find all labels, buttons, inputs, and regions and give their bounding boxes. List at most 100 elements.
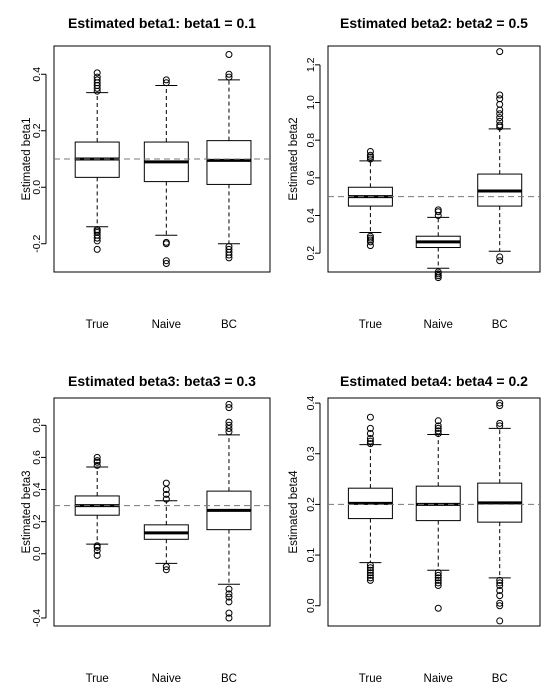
outlier-point bbox=[225, 418, 233, 426]
y-tick-label: 0.6 bbox=[31, 450, 43, 465]
outlier-point bbox=[496, 95, 504, 103]
outlier-point bbox=[93, 551, 101, 559]
outlier-point bbox=[225, 70, 233, 78]
outlier-point bbox=[496, 91, 504, 99]
outlier-point bbox=[162, 260, 170, 268]
outlier-point bbox=[434, 270, 442, 278]
chart-title: Estimated beta4: beta4 = 0.2 bbox=[340, 373, 528, 389]
y-tick-label: 0.2 bbox=[305, 497, 317, 512]
outlier-point bbox=[496, 579, 504, 587]
x-category-label: True bbox=[86, 673, 109, 685]
outlier-point bbox=[162, 563, 170, 571]
outlier-point bbox=[225, 73, 233, 81]
outlier-point bbox=[93, 453, 101, 461]
outlier-point bbox=[162, 479, 170, 487]
x-category-label: BC bbox=[492, 673, 508, 685]
outlier-point bbox=[434, 569, 442, 577]
outlier-point bbox=[366, 147, 374, 155]
outlier-point bbox=[225, 245, 233, 253]
box-naive bbox=[143, 76, 189, 268]
outlier-point bbox=[162, 495, 170, 503]
x-category-label: Naive bbox=[152, 319, 181, 331]
x-category-label: Naive bbox=[424, 319, 453, 331]
outlier-point bbox=[366, 566, 374, 574]
outlier-point bbox=[93, 461, 101, 469]
chart-title: Estimated beta2: beta2 = 0.5 bbox=[340, 15, 528, 31]
outlier-point bbox=[162, 79, 170, 87]
outlier-point bbox=[366, 571, 374, 579]
outlier-point bbox=[434, 574, 442, 582]
outlier-point bbox=[496, 121, 504, 129]
outlier-point bbox=[93, 73, 101, 81]
outlier-point bbox=[366, 440, 374, 448]
outlier-point bbox=[434, 576, 442, 584]
y-axis-title: Estimated beta2 bbox=[288, 117, 300, 200]
outlier-point bbox=[225, 598, 233, 606]
outlier-point bbox=[434, 579, 442, 587]
box-bc bbox=[477, 48, 523, 265]
outlier-point bbox=[496, 419, 504, 427]
y-tick-label: 0.4 bbox=[305, 208, 317, 223]
outlier-point bbox=[496, 587, 504, 595]
y-tick-label: 0.3 bbox=[305, 446, 317, 461]
plot-frame bbox=[327, 45, 541, 273]
outlier-point bbox=[434, 604, 442, 612]
chart-title: Estimated beta3: beta3 = 0.3 bbox=[68, 373, 256, 389]
y-tick-label: 0.0 bbox=[305, 598, 317, 613]
outlier-point bbox=[366, 424, 374, 432]
outlier-point bbox=[434, 272, 442, 280]
y-axis-title: Estimated beta3 bbox=[21, 470, 33, 553]
outlier-point bbox=[434, 268, 442, 276]
y-tick-label: 0.8 bbox=[305, 133, 317, 148]
outlier-point bbox=[93, 245, 101, 253]
y-tick-label: 1.2 bbox=[305, 57, 317, 72]
x-category-label: True bbox=[359, 319, 382, 331]
outlier-point bbox=[366, 561, 374, 569]
y-tick-label: 0.6 bbox=[305, 170, 317, 185]
outlier-point bbox=[366, 429, 374, 437]
chart-title: Estimated beta1: beta1 = 0.1 bbox=[68, 15, 256, 31]
outlier-point bbox=[366, 437, 374, 445]
outlier-point bbox=[225, 421, 233, 429]
box-naive bbox=[143, 479, 189, 574]
outlier-point bbox=[496, 602, 504, 610]
chart-panel-4: Estimated beta4: beta4 = 0.2 0.0 0.1 0.2 0.3… bbox=[288, 373, 541, 685]
plot-frame bbox=[53, 397, 271, 627]
y-tick-label: -0.4 bbox=[31, 609, 43, 627]
outlier-point bbox=[162, 257, 170, 265]
outlier-point bbox=[93, 69, 101, 77]
outlier-point bbox=[496, 422, 504, 430]
outlier-point bbox=[496, 110, 504, 118]
outlier-point bbox=[225, 404, 233, 412]
outlier-point bbox=[225, 593, 233, 601]
y-axis-title: Estimated beta4 bbox=[288, 470, 300, 554]
outlier-point bbox=[434, 427, 442, 435]
x-category-label: BC bbox=[221, 319, 237, 331]
outlier-point bbox=[93, 226, 101, 234]
outlier-point bbox=[225, 590, 233, 598]
plot-frame bbox=[327, 397, 541, 627]
outlier-point bbox=[366, 413, 374, 421]
outlier-point bbox=[496, 592, 504, 600]
outlier-point bbox=[366, 574, 374, 582]
box-bc bbox=[477, 399, 523, 625]
outlier-point bbox=[496, 117, 504, 125]
outlier-point bbox=[162, 238, 170, 246]
outlier-point bbox=[225, 400, 233, 408]
outlier-point bbox=[162, 566, 170, 574]
outlier-point bbox=[496, 114, 504, 122]
outlier-point bbox=[434, 422, 442, 430]
box-true bbox=[347, 147, 393, 250]
box-bc bbox=[206, 50, 252, 262]
chart-panel-2: Estimated beta2: beta2 = 0.5 0.2 0.4 0.6 0.8… bbox=[288, 15, 541, 331]
outlier-point bbox=[225, 243, 233, 251]
y-axis-title: Estimated beta1 bbox=[21, 117, 33, 200]
outlier-point bbox=[366, 435, 374, 443]
outlier-point bbox=[366, 236, 374, 244]
box-naive bbox=[415, 417, 461, 612]
outlier-point bbox=[434, 429, 442, 437]
outlier-point bbox=[434, 571, 442, 579]
y-tick-label: 0.2 bbox=[305, 246, 317, 261]
outlier-point bbox=[366, 232, 374, 240]
outlier-point bbox=[496, 402, 504, 410]
